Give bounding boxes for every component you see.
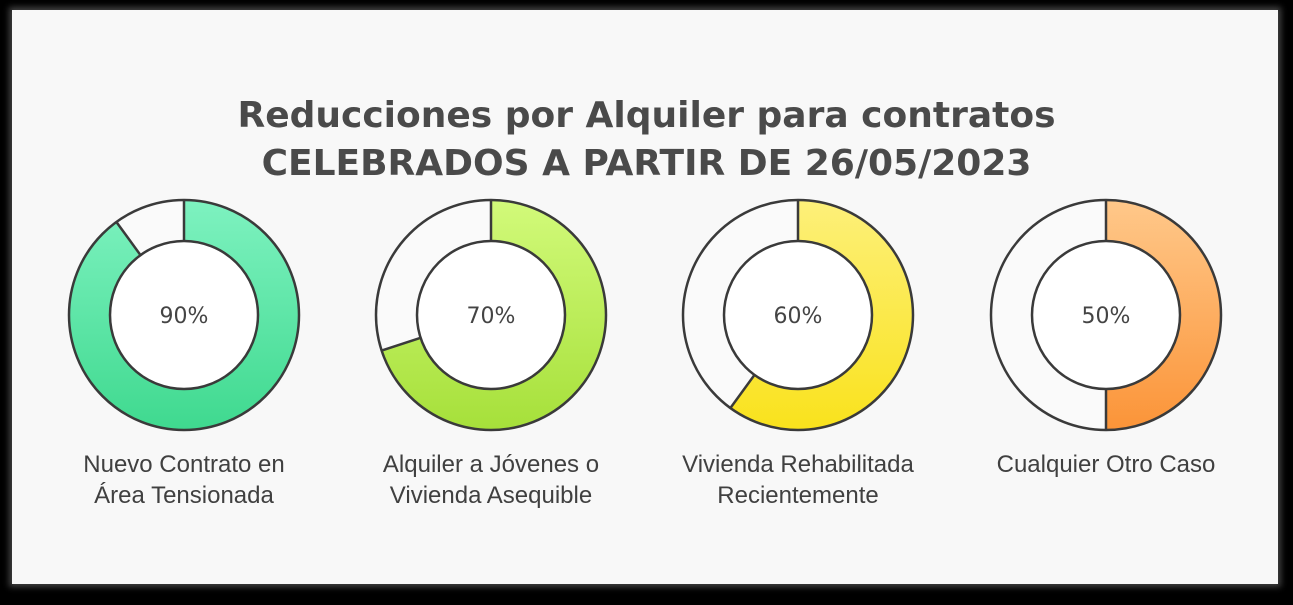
donut-value-label: 50% <box>1082 304 1131 329</box>
chart-title: Reducciones por Alquiler para contratos … <box>0 92 1293 188</box>
donut-value-label: 90% <box>160 304 209 329</box>
donut-category-label: Vivienda Rehabilitada <box>682 451 914 478</box>
donut-value-segment <box>381 200 606 431</box>
donut-category-label: Cualquier Otro Caso <box>997 451 1216 478</box>
donut-value-label: 70% <box>467 304 516 329</box>
donut-value-segment <box>1106 200 1221 430</box>
donut-value-segment <box>68 200 300 430</box>
donut-category-label: Vivienda Asequible <box>390 482 592 509</box>
donut-4: 50% Cualquier Otro Caso <box>989 198 1223 478</box>
donut-remainder-segment <box>683 200 798 409</box>
donut-value-segment <box>730 200 914 430</box>
chart-title-line-2: CELEBRADOS A PARTIR DE 26/05/2023 <box>261 143 1032 184</box>
donut-remainder-segment <box>116 200 184 256</box>
donut-category-label: Nuevo Contrato en <box>83 451 284 478</box>
donut-remainder-segment <box>991 200 1106 430</box>
donut-category-label: Alquiler a Jóvenes o <box>383 451 599 478</box>
donut-end-divider <box>115 221 142 256</box>
chart-title-line-1: Reducciones por Alquiler para contratos <box>237 95 1056 136</box>
donut-1: 90% Nuevo Contrato en Área Tensionada <box>67 198 301 509</box>
donut-category-label: Área Tensionada <box>94 482 274 509</box>
donut-category-label: Recientemente <box>717 482 878 509</box>
donut-value-label: 60% <box>774 304 823 329</box>
donut-end-divider <box>729 374 756 409</box>
donut-end-divider <box>381 336 422 352</box>
donut-3: 60% Vivienda Rehabilitada Recientemente <box>681 198 915 509</box>
donut-2: 70% Alquiler a Jóvenes o Vivienda Asequibl… <box>374 198 608 509</box>
donut-remainder-segment <box>376 200 491 351</box>
